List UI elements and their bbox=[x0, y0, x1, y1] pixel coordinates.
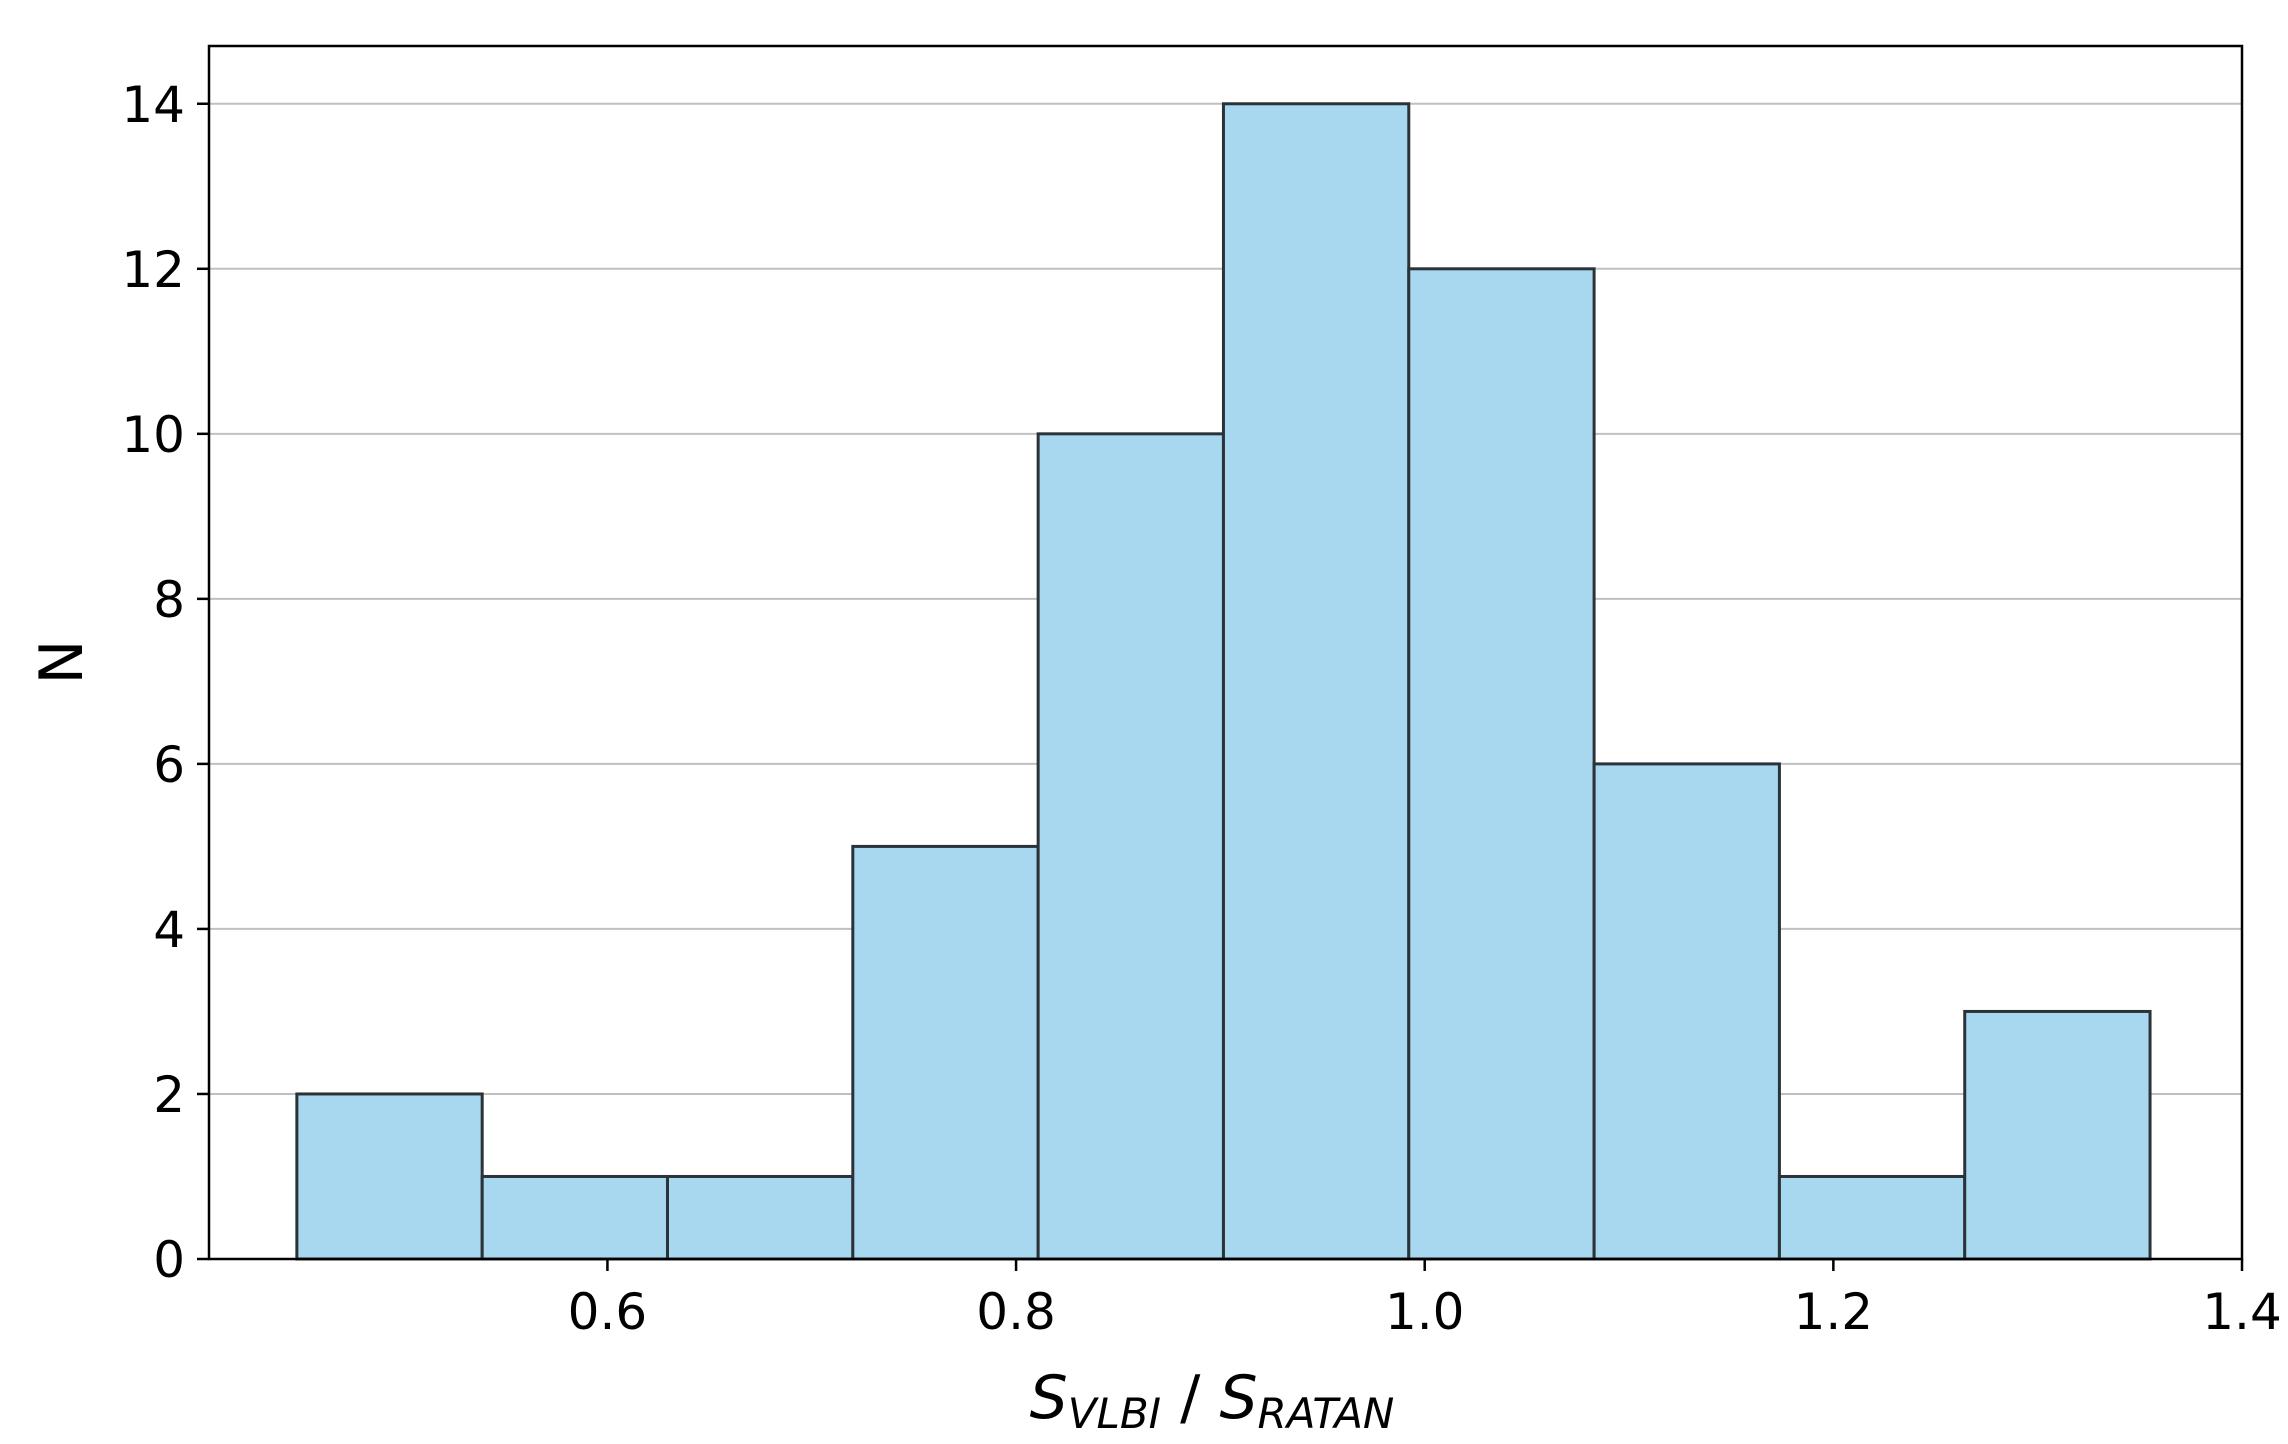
histogram-bar bbox=[1592, 762, 1781, 1261]
y-tick-label: 12 bbox=[121, 241, 185, 299]
x-tick-label: 1.4 bbox=[2202, 1283, 2282, 1341]
histogram-bar bbox=[665, 1174, 855, 1261]
y-tick-label: 0 bbox=[153, 1231, 185, 1289]
y-tick-label: 8 bbox=[153, 571, 185, 629]
x-tick-label: 1.0 bbox=[1385, 1283, 1465, 1341]
histogram-bar bbox=[295, 1092, 484, 1261]
x-axis-ticks: 0.6 0.8 1.0 1.2 1.4 bbox=[568, 1259, 2282, 1341]
histogram-bar bbox=[1777, 1174, 1967, 1261]
histogram-bar bbox=[1036, 432, 1225, 1261]
y-tick-label: 14 bbox=[121, 76, 185, 134]
x-axis-label: SVLBI / SRATAN bbox=[1030, 1363, 1395, 1438]
y-tick-label: 10 bbox=[121, 406, 185, 464]
histogram-bars bbox=[295, 102, 2152, 1261]
plot-frame bbox=[207, 44, 2244, 1261]
x-tick-label: 0.8 bbox=[976, 1283, 1056, 1341]
histogram-bar bbox=[480, 1174, 669, 1261]
y-tick-label: 6 bbox=[153, 736, 185, 794]
histogram-bar bbox=[851, 844, 1040, 1261]
y-tick-label: 2 bbox=[153, 1066, 185, 1124]
x-tick-label: 0.6 bbox=[568, 1283, 648, 1341]
histogram-bar bbox=[1963, 1009, 2152, 1261]
y-axis-ticks: 0 2 4 6 8 10 12 14 bbox=[121, 76, 209, 1289]
y-axis-label: N bbox=[27, 640, 97, 685]
histogram-bar bbox=[1221, 102, 1411, 1261]
x-tick-label: 1.2 bbox=[1794, 1283, 1874, 1341]
histogram-bar bbox=[1407, 267, 1596, 1261]
y-tick-label: 4 bbox=[153, 901, 185, 959]
